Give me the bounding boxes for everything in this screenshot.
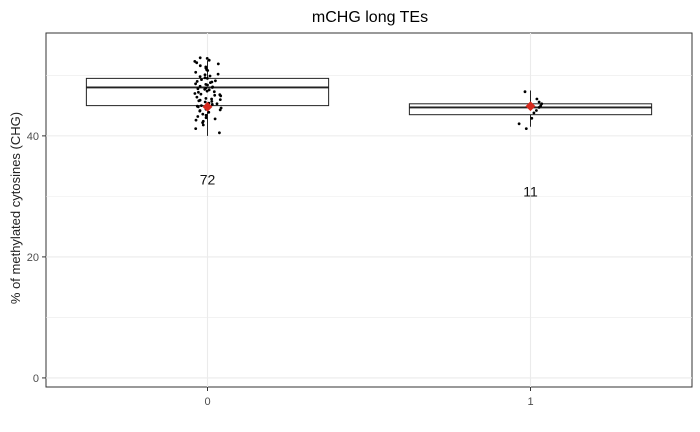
data-point [205, 89, 209, 93]
y-tick-label: 0 [33, 373, 39, 385]
data-point [196, 87, 200, 91]
data-point [199, 92, 203, 96]
data-point [195, 104, 199, 108]
data-point [211, 85, 215, 89]
data-point [207, 88, 211, 92]
data-point [193, 60, 197, 63]
data-point [208, 74, 212, 78]
data-point [218, 108, 222, 112]
data-point [213, 93, 217, 97]
data-point [210, 103, 214, 106]
data-point [215, 102, 219, 106]
data-point [204, 116, 208, 120]
data-point [198, 109, 202, 113]
data-point [537, 106, 541, 109]
data-point [200, 104, 203, 107]
data-point [198, 84, 202, 88]
y-tick-label: 40 [27, 131, 39, 143]
data-point [194, 82, 198, 86]
data-point [212, 90, 216, 94]
data-point [537, 100, 541, 104]
data-point [535, 109, 538, 112]
data-point [209, 81, 212, 84]
data-point [198, 64, 202, 68]
data-point [198, 98, 202, 102]
data-point [219, 94, 223, 98]
data-point [198, 75, 202, 78]
data-point [210, 97, 214, 101]
data-point [203, 73, 207, 77]
data-point [207, 110, 211, 114]
count-label: 72 [200, 171, 216, 187]
data-point [193, 92, 197, 95]
data-point [213, 117, 217, 121]
panel-border [45, 32, 693, 388]
data-point [203, 100, 207, 104]
data-point [195, 80, 199, 83]
count-label: 11 [523, 184, 538, 200]
data-point [204, 97, 208, 100]
data-point [523, 90, 527, 94]
data-point [205, 68, 209, 72]
data-point [204, 83, 208, 86]
data-point [204, 113, 208, 117]
data-point [206, 77, 209, 80]
data-point [197, 90, 200, 94]
y-axis-label: % of methylated cytosines (CHG) [8, 112, 23, 304]
data-point [205, 57, 209, 60]
data-point [194, 118, 198, 122]
mean-marker [525, 101, 536, 112]
data-point [524, 127, 528, 130]
data-point [203, 76, 207, 80]
plot-area: 0 20 40 0 1 72 11 [27, 32, 693, 408]
data-point [195, 95, 199, 99]
data-point [214, 79, 217, 83]
chart-title: mCHG long TEs [312, 9, 428, 26]
data-point [194, 127, 198, 130]
data-point [218, 98, 222, 101]
data-point [198, 56, 202, 60]
data-point [201, 123, 205, 127]
data-point [216, 62, 220, 66]
data-point [201, 121, 205, 124]
x-tick-label: 0 [204, 396, 210, 408]
data-point [201, 112, 205, 116]
data-point [530, 116, 534, 120]
data-point [210, 100, 214, 103]
data-point [194, 70, 198, 74]
data-point [207, 58, 211, 62]
data-point [204, 86, 208, 90]
data-point [218, 131, 221, 135]
data-point [200, 78, 203, 81]
data-point [517, 122, 521, 126]
data-point [539, 104, 543, 107]
y-tick-label: 20 [27, 252, 39, 264]
data-point [532, 111, 536, 115]
data-point [535, 97, 539, 101]
mean-marker [202, 101, 213, 112]
data-point [204, 65, 208, 69]
data-point [216, 72, 220, 76]
data-point [196, 115, 200, 118]
x-tick-label: 1 [527, 396, 533, 408]
